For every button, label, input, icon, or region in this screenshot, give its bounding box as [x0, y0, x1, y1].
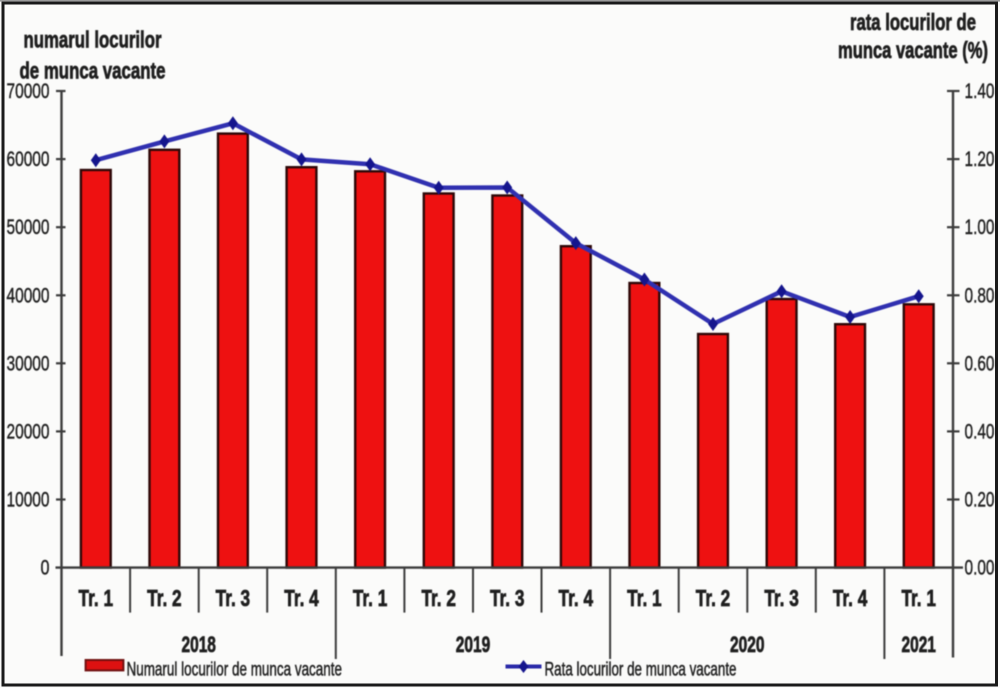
svg-text:Tr. 3: Tr. 3 [764, 585, 799, 611]
svg-text:Tr. 1: Tr. 1 [627, 585, 662, 611]
svg-text:Tr. 4: Tr. 4 [833, 585, 868, 611]
svg-text:Tr. 2: Tr. 2 [421, 585, 456, 611]
svg-text:30000: 30000 [7, 352, 50, 375]
svg-text:numarul locurilor: numarul locurilor [24, 27, 162, 53]
svg-text:Tr. 1: Tr. 1 [79, 585, 114, 611]
svg-text:0.40: 0.40 [965, 420, 995, 443]
svg-text:40000: 40000 [7, 284, 50, 307]
svg-text:munca vacante (%): munca vacante (%) [838, 37, 988, 63]
svg-text:50000: 50000 [7, 216, 50, 239]
svg-text:Tr. 3: Tr. 3 [216, 585, 251, 611]
svg-text:Tr. 1: Tr. 1 [901, 585, 936, 611]
svg-text:Tr. 1: Tr. 1 [353, 585, 388, 611]
svg-text:2020: 2020 [730, 632, 765, 657]
svg-text:1.20: 1.20 [965, 148, 995, 171]
svg-text:60000: 60000 [7, 148, 50, 171]
svg-text:de munca vacante: de munca vacante [20, 58, 166, 84]
svg-text:0.60: 0.60 [965, 352, 995, 375]
svg-text:70000: 70000 [7, 80, 50, 103]
svg-text:10000: 10000 [7, 489, 50, 512]
svg-text:Tr. 2: Tr. 2 [147, 585, 182, 611]
svg-text:1.40: 1.40 [965, 80, 995, 103]
svg-text:1.00: 1.00 [965, 216, 995, 239]
svg-text:0: 0 [41, 557, 50, 580]
svg-text:Tr. 3: Tr. 3 [490, 585, 525, 611]
svg-text:2019: 2019 [456, 632, 491, 657]
svg-text:0.80: 0.80 [965, 284, 995, 307]
svg-text:rata locurilor de: rata locurilor de [850, 9, 976, 35]
svg-text:Numarul locurilor de munca vac: Numarul locurilor de munca vacante [127, 659, 343, 681]
svg-text:0.20: 0.20 [965, 489, 995, 512]
svg-text:0.00: 0.00 [965, 557, 995, 580]
svg-text:Tr. 4: Tr. 4 [559, 585, 594, 611]
svg-text:2021: 2021 [901, 632, 936, 657]
svg-text:20000: 20000 [7, 420, 50, 443]
svg-text:Rata locurilor de munca vacant: Rata locurilor de munca vacante [545, 659, 737, 681]
svg-text:2018: 2018 [181, 632, 216, 657]
svg-text:Tr. 4: Tr. 4 [284, 585, 319, 611]
svg-text:Tr. 2: Tr. 2 [696, 585, 731, 611]
